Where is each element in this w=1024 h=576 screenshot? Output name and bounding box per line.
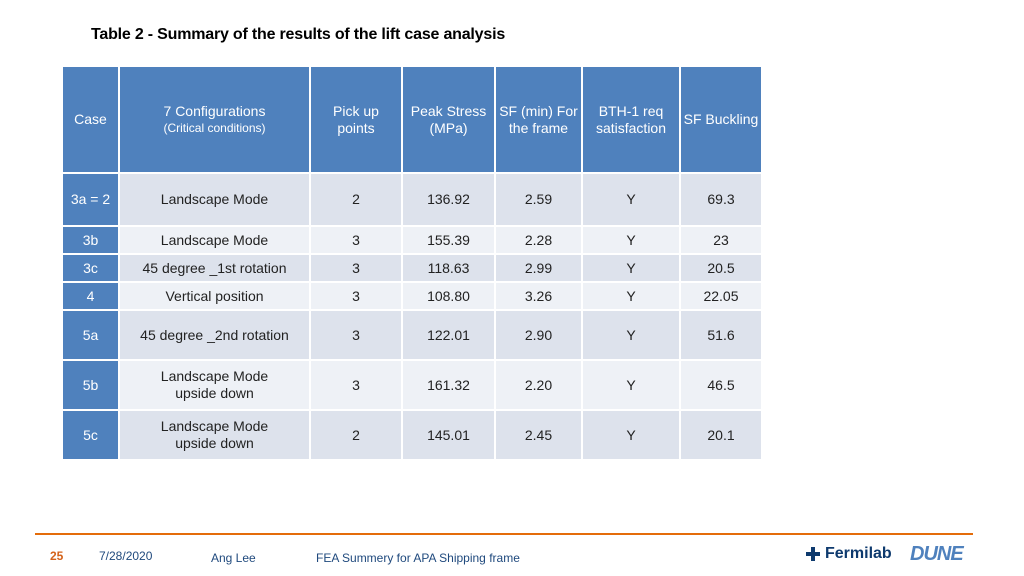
bth-cell: Y — [581, 172, 681, 227]
stress-cell: 108.80 — [401, 281, 496, 311]
pickup-cell: 3 — [309, 253, 403, 283]
dune-logo: DUNE — [910, 543, 964, 565]
config-cell: Landscape Mode — [118, 172, 311, 227]
sf-cell: 3.26 — [494, 281, 583, 311]
stress-cell: 122.01 — [401, 309, 496, 361]
config-cell: Landscape Mode — [118, 225, 311, 255]
case-cell: 5c — [61, 409, 120, 461]
fermilab-logo-text: Fermilab — [825, 545, 892, 562]
config-cell: 45 degree _2nd rotation — [118, 309, 311, 361]
case-cell: 3a = 2 — [61, 172, 120, 227]
case-cell: 3c — [61, 253, 120, 283]
footer-author: Ang Lee — [211, 551, 256, 565]
table-row: 4 Vertical position 3 108.80 3.26 Y 22.0… — [61, 281, 763, 311]
case-cell: 5b — [61, 359, 120, 411]
sf-cell: 2.45 — [494, 409, 583, 461]
buckling-cell: 20.1 — [679, 409, 763, 461]
bth-cell: Y — [581, 409, 681, 461]
stress-cell: 155.39 — [401, 225, 496, 255]
sf-cell: 2.59 — [494, 172, 583, 227]
table-row: 3b Landscape Mode 3 155.39 2.28 Y 23 — [61, 225, 763, 255]
stress-cell: 136.92 — [401, 172, 496, 227]
fermilab-logo: Fermilab — [806, 545, 892, 563]
footer-divider — [35, 533, 973, 535]
bth-cell: Y — [581, 225, 681, 255]
header-case: Case — [61, 65, 120, 174]
header-sf-min: SF (min) For the frame — [494, 65, 583, 174]
bth-cell: Y — [581, 281, 681, 311]
table-header-row: Case 7 Configurations (Critical conditio… — [61, 65, 763, 174]
header-peak-stress: Peak Stress (MPa) — [401, 65, 496, 174]
bth-cell: Y — [581, 309, 681, 361]
stress-cell: 161.32 — [401, 359, 496, 411]
header-bth-req: BTH-1 req satisfaction — [581, 65, 681, 174]
sf-cell: 2.28 — [494, 225, 583, 255]
footer-date: 7/28/2020 — [99, 549, 153, 563]
sf-cell: 2.20 — [494, 359, 583, 411]
header-pickup-points: Pick up points — [309, 65, 403, 174]
pickup-cell: 3 — [309, 281, 403, 311]
header-configurations: 7 Configurations (Critical conditions) — [118, 65, 311, 174]
buckling-cell: 69.3 — [679, 172, 763, 227]
pickup-cell: 3 — [309, 225, 403, 255]
bth-cell: Y — [581, 359, 681, 411]
sf-cell: 2.99 — [494, 253, 583, 283]
config-cell: Landscape Mode upside down — [118, 409, 311, 461]
table-row: 3a = 2 Landscape Mode 2 136.92 2.59 Y 69… — [61, 172, 763, 227]
footer-subject: FEA Summery for APA Shipping frame — [316, 551, 520, 565]
stress-cell: 118.63 — [401, 253, 496, 283]
pickup-cell: 2 — [309, 172, 403, 227]
pickup-cell: 3 — [309, 359, 403, 411]
pickup-cell: 3 — [309, 309, 403, 361]
case-cell: 4 — [61, 281, 120, 311]
buckling-cell: 46.5 — [679, 359, 763, 411]
config-cell: 45 degree _1st rotation — [118, 253, 311, 283]
results-table: Case 7 Configurations (Critical conditio… — [61, 65, 763, 461]
table-row: 5c Landscape Mode upside down 2 145.01 2… — [61, 409, 763, 461]
config-cell: Vertical position — [118, 281, 311, 311]
table-row: 5b Landscape Mode upside down 3 161.32 2… — [61, 359, 763, 411]
table-row: 3c 45 degree _1st rotation 3 118.63 2.99… — [61, 253, 763, 283]
buckling-cell: 51.6 — [679, 309, 763, 361]
bth-cell: Y — [581, 253, 681, 283]
fermilab-mark-icon — [806, 547, 820, 561]
case-cell: 5a — [61, 309, 120, 361]
pickup-cell: 2 — [309, 409, 403, 461]
buckling-cell: 20.5 — [679, 253, 763, 283]
page-number: 25 — [50, 549, 64, 563]
sf-cell: 2.90 — [494, 309, 583, 361]
header-sf-buckling: SF Buckling — [679, 65, 763, 174]
config-cell: Landscape Mode upside down — [118, 359, 311, 411]
slide-title: Table 2 - Summary of the results of the … — [91, 26, 506, 43]
case-cell: 3b — [61, 225, 120, 255]
buckling-cell: 22.05 — [679, 281, 763, 311]
buckling-cell: 23 — [679, 225, 763, 255]
table-row: 5a 45 degree _2nd rotation 3 122.01 2.90… — [61, 309, 763, 361]
stress-cell: 145.01 — [401, 409, 496, 461]
